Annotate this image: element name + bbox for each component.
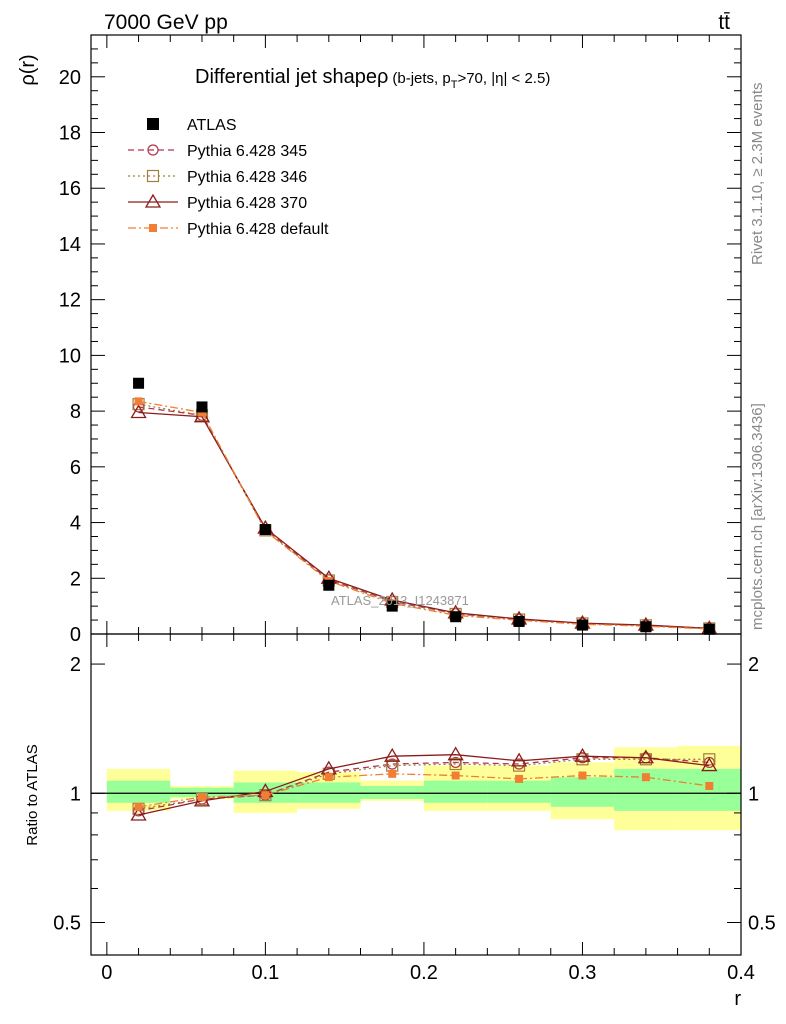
- legend-label: Pythia 6.428 default: [187, 221, 329, 238]
- y-tick-label: 16: [59, 178, 81, 200]
- y-tick-label-right: 0.5: [748, 912, 776, 934]
- atlas-data-point: [513, 615, 525, 627]
- y-tick-label-right: 2: [748, 654, 759, 676]
- ratio-4-point: [515, 774, 524, 783]
- legend-marker-atlas: [147, 118, 159, 130]
- ratio-3-point: [510, 752, 528, 767]
- ratio-4-point: [197, 793, 206, 802]
- ratio-3-point: [637, 749, 655, 764]
- legend: ATLAS Pythia 6.428 345 Pythia 6.428 346 Pyt…: [128, 117, 329, 238]
- ratio-4-point: [134, 802, 143, 811]
- legend-marker-3: [144, 193, 162, 208]
- ratio-line-2: [138, 758, 710, 810]
- ratio-y-axis-label: Ratio to ATLAS: [24, 744, 41, 845]
- y-tick-label-right: 1: [748, 783, 759, 805]
- plot-title: Differential jet shapeρ (b-jets, pT>70, |…: [195, 66, 550, 91]
- x-tick-label: 0.2: [410, 962, 438, 984]
- ratio-4-point: [578, 771, 587, 780]
- ratio-frame: [90, 633, 742, 956]
- svg-text:Differential jet shapeρ(b-jets: Differential jet shapeρ (b-jets, pT>70, |…: [195, 66, 550, 91]
- x-tick-label: 0.4: [727, 962, 755, 984]
- y-tick-label: 14: [59, 234, 81, 256]
- plot-title-cuts2: >70, |η| < 2.5): [457, 70, 550, 87]
- atlas-data-point: [450, 611, 462, 623]
- atlas-data-point: [640, 621, 652, 633]
- legend-label: Pythia 6.428 346: [187, 169, 307, 186]
- legend-label: Pythia 6.428 370: [187, 195, 307, 212]
- legend-label: Pythia 6.428 345: [187, 143, 307, 160]
- y-tick-label: 0.5: [53, 912, 81, 934]
- ratio-band-inner: [423, 780, 488, 803]
- legend-marker-4: [149, 224, 157, 232]
- y-tick-label: 18: [59, 123, 81, 145]
- atlas-data-point: [196, 401, 208, 413]
- ratio-3-point: [130, 806, 147, 821]
- ratio-band-inner: [550, 777, 615, 807]
- rivet-label: Rivet 3.1.10, ≥ 2.3M events: [749, 83, 766, 266]
- atlas-data-point: [576, 619, 588, 631]
- ratio-line-3: [138, 754, 710, 816]
- y-tick-label: 2: [70, 654, 81, 676]
- series-line-4: [138, 400, 710, 630]
- ratio-4-point: [324, 773, 333, 782]
- ratio-4-point: [388, 769, 397, 778]
- ratio-band-inner: [487, 780, 551, 803]
- ratio-band-inner: [106, 780, 171, 803]
- energy-label: 7000 GeV pp: [104, 11, 228, 34]
- ratio-line-1: [138, 757, 710, 812]
- ratio-4-point: [451, 771, 460, 780]
- ratio-2-point: [703, 753, 716, 766]
- atlas-data-point: [259, 524, 271, 536]
- series-4-point: [134, 397, 143, 406]
- ratio-panel: 0 0.1 0.2 0.3 0.4 0.5 0.5 1 1 2 2: [53, 633, 776, 984]
- ratio-4-point: [641, 773, 650, 782]
- x-axis-label: r: [734, 988, 741, 1010]
- ratio-3-point: [574, 747, 591, 762]
- ratio-4-point: [261, 791, 270, 800]
- y-tick-label: 10: [59, 345, 81, 367]
- ratio-line-4: [138, 773, 710, 808]
- atlas-data-point: [323, 579, 335, 591]
- plot-title-cuts: (b-jets, p: [392, 70, 450, 87]
- main-panel: 0 2 4 6 8 10 12 14 16 18 20: [59, 34, 742, 646]
- atlas-data-point: [133, 377, 145, 389]
- series-3-point: [130, 404, 147, 419]
- ratio-band-inner: [297, 782, 361, 803]
- y-tick-label: 2: [70, 568, 81, 590]
- main-y-axis-label: ρ(r): [17, 54, 39, 85]
- x-tick-label: 0.1: [251, 962, 279, 984]
- x-tick-label: 0: [101, 962, 112, 984]
- ratio-4-point: [705, 781, 714, 790]
- y-tick-label: 6: [70, 457, 81, 479]
- y-tick-label: 12: [59, 290, 81, 312]
- y-tick-label: 1: [70, 783, 81, 805]
- plot-title-symbol: ρ: [377, 66, 388, 88]
- plot-title-main: Differential jet shape: [195, 66, 377, 88]
- ratio-2-point: [259, 789, 272, 802]
- mcplots-label: mcplots.cern.ch [arXiv:1306.3436]: [749, 403, 766, 630]
- plot-title-sub: T: [451, 79, 458, 91]
- ratio-3-point: [447, 746, 464, 761]
- legend-marker-1: [147, 144, 159, 156]
- ratio-2-point: [449, 757, 462, 771]
- ratio-band-inner: [360, 785, 424, 799]
- legend-marker-2: [146, 169, 160, 183]
- watermark: ATLAS_2013_I1243871: [331, 593, 469, 608]
- ratio-3-point: [701, 757, 718, 772]
- y-tick-label: 20: [59, 67, 81, 89]
- legend-label: ATLAS: [187, 117, 237, 134]
- ratio-band-inner: [170, 787, 234, 798]
- y-tick-label: 4: [70, 513, 81, 535]
- y-tick-label: 8: [70, 401, 81, 423]
- atlas-data-point: [703, 623, 715, 635]
- y-tick-label: 0: [70, 624, 81, 646]
- atlas-data-point: [386, 600, 398, 612]
- ratio-3-point: [384, 747, 401, 762]
- x-tick-label: 0.3: [569, 962, 597, 984]
- process-label: tt̄: [718, 11, 730, 34]
- series-4-point: [197, 408, 206, 417]
